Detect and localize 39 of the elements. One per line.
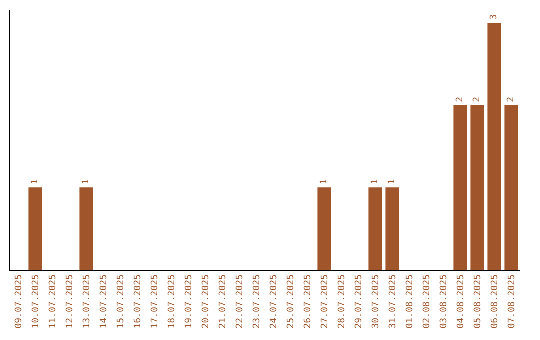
x-tick-label: 25.07.2025 [286,274,296,329]
data-label: 2 [456,96,466,102]
x-tick-label: 09.07.2025 [14,274,24,329]
data-label: 3 [490,14,500,20]
x-tick-label: 11.07.2025 [48,274,58,329]
x-tick-label: 27.07.2025 [320,274,330,329]
x-tick-label: 16.07.2025 [133,274,144,329]
x-tick-label: 30.07.2025 [371,274,382,329]
x-tick-label: 22.07.2025 [235,274,246,329]
x-tick-label: 21.07.2025 [218,274,228,329]
x-tick-label: 28.07.2025 [337,274,348,329]
x-tick-label: 15.07.2025 [116,274,126,329]
x-tick-label: 13.07.2025 [82,274,92,329]
x-tick-label: 01.08.2025 [405,274,416,329]
x-tick-label: 04.08.2025 [456,274,466,329]
data-label: 2 [506,96,516,102]
x-tick-label: 18.07.2025 [167,274,178,329]
x-tick-label: 07.08.2025 [507,274,518,329]
x-tick-label: 17.07.2025 [150,274,160,329]
x-tick-label: 06.08.2025 [490,274,500,329]
x-tick-label: 19.07.2025 [184,274,194,329]
x-tick-label: 24.07.2025 [269,274,280,329]
x-tick-label: 02.08.2025 [422,274,432,329]
x-tick-label: 10.07.2025 [31,274,42,329]
x-tick-label: 23.07.2025 [252,274,262,329]
x-tick-label: 12.07.2025 [65,274,76,329]
x-tick-label: 05.08.2025 [473,274,484,329]
data-label: 2 [472,96,482,102]
data-label: 1 [30,179,40,185]
x-tick-label: 31.07.2025 [388,274,398,329]
x-tick-label: 26.07.2025 [303,274,314,329]
x-tick-label: 03.08.2025 [439,274,450,329]
data-label: 1 [82,179,92,185]
data-label: 1 [370,179,380,185]
x-tick-label: 14.07.2025 [99,274,110,329]
x-tick-label: 29.07.2025 [354,274,364,329]
data-label: 1 [388,179,398,185]
x-tick-label: 20.07.2025 [201,274,212,329]
data-label: 1 [320,179,330,185]
